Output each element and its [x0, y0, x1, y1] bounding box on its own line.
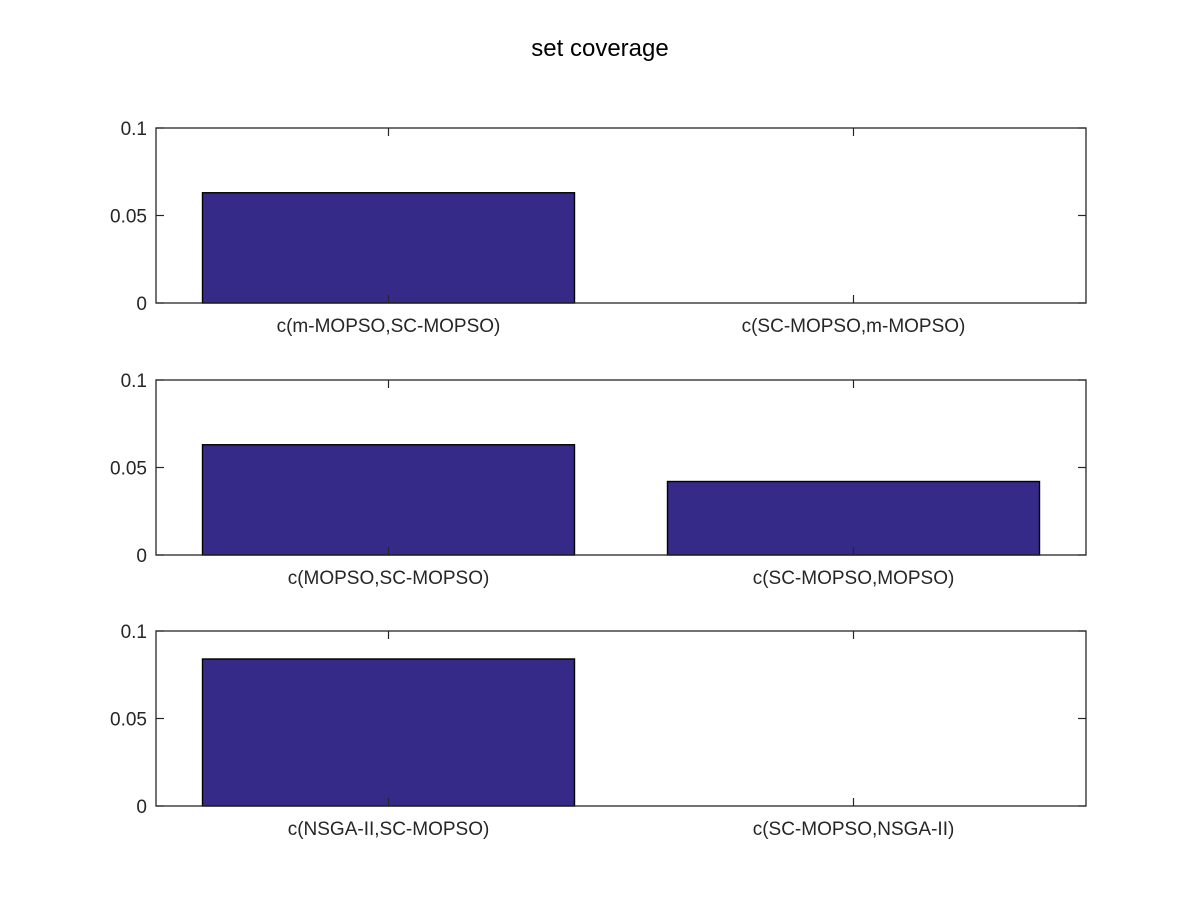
category-label: c(m-MOPSO,SC-MOPSO) [277, 316, 501, 337]
y-tick-label: 0.05 [110, 710, 147, 731]
y-tick-label: 0.1 [121, 622, 147, 643]
y-tick-label: 0 [136, 294, 147, 315]
bar-1 [201, 444, 576, 556]
y-tick-label: 0.05 [110, 207, 147, 228]
subplot-3: 0 0.05 0.1 c(NSGA-II,SC-MOPSO) c(SC-MOPSO,NS… [110, 622, 1087, 840]
bar-2 [666, 480, 1041, 556]
subplot-panels: 0 0.05 0.1 c(m-MOPSO,SC-MOPSO) c(SC-MOPSO,m-… [110, 119, 1087, 840]
category-label: c(SC-MOPSO,NSGA-II) [753, 819, 955, 840]
category-label: c(MOPSO,SC-MOPSO) [288, 568, 490, 589]
figure-title: set coverage [531, 35, 668, 62]
y-tick-label: 0 [136, 546, 147, 567]
bar-1 [201, 192, 576, 304]
category-label: c(SC-MOPSO,m-MOPSO) [742, 316, 966, 337]
y-tick-label: 0 [136, 797, 147, 818]
subplot-1: 0 0.05 0.1 c(m-MOPSO,SC-MOPSO) c(SC-MOPSO,m-… [110, 119, 1087, 337]
y-tick-label: 0.1 [121, 119, 147, 140]
category-label: c(SC-MOPSO,MOPSO) [753, 568, 955, 589]
y-tick-label: 0.05 [110, 459, 147, 480]
bar-1 [201, 658, 576, 807]
category-label: c(NSGA-II,SC-MOPSO) [288, 819, 490, 840]
subplot-2: 0 0.05 0.1 c(MOPSO,SC-MOPSO) c(SC-MOPSO,MOPS… [110, 371, 1087, 589]
y-tick-label: 0.1 [121, 371, 147, 392]
